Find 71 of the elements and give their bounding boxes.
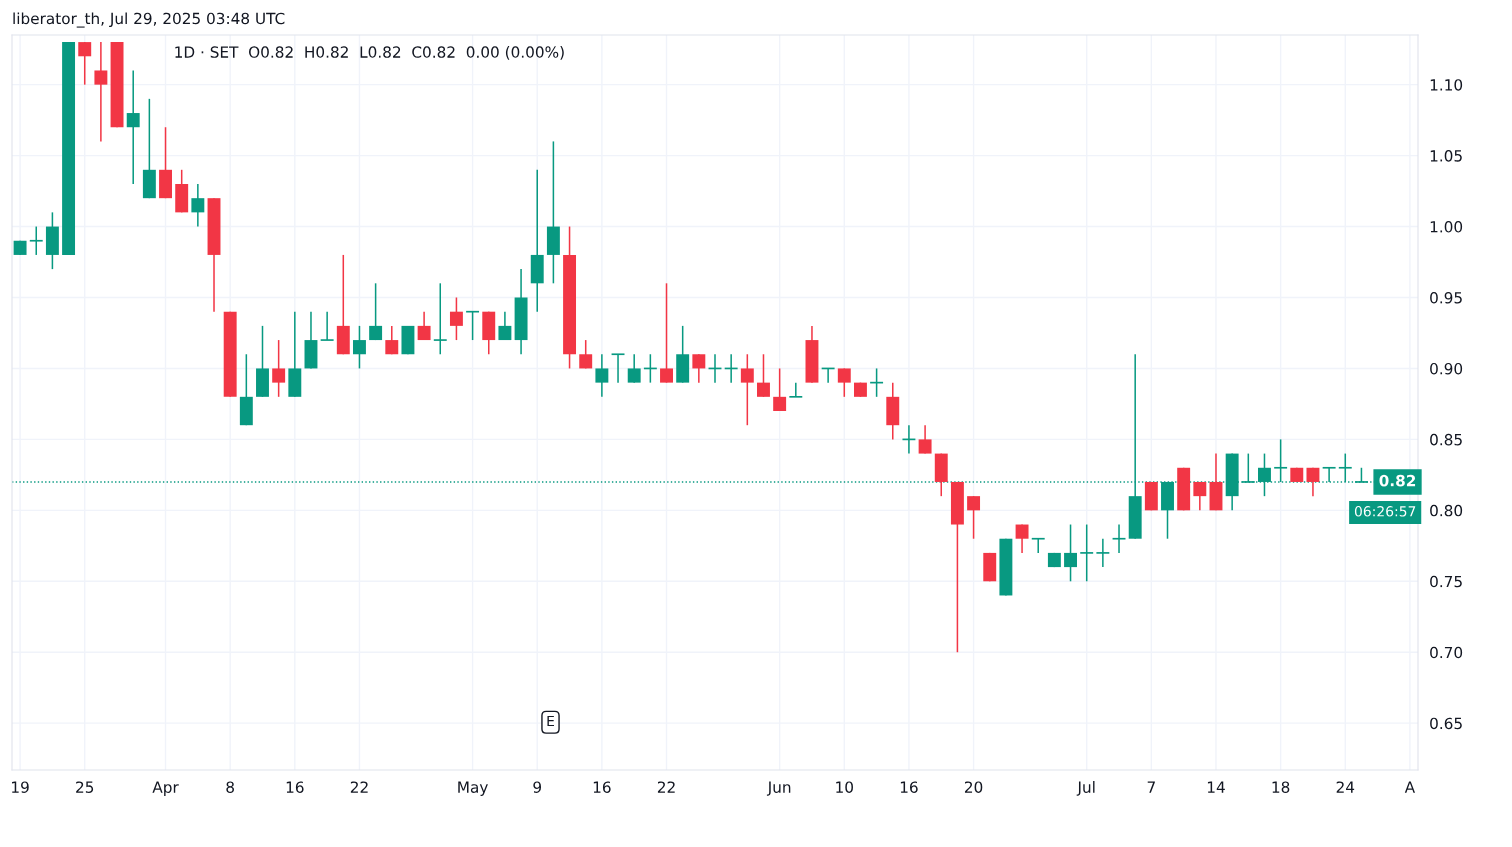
- candlestick: [385, 325, 399, 356]
- y-tick-label: 0.90: [1430, 362, 1463, 375]
- x-tick-label: 9: [533, 781, 542, 793]
- candlestick: [1079, 523, 1095, 583]
- x-tick-label: 16: [286, 781, 304, 793]
- ref-line-label: 0.82: [1379, 474, 1416, 487]
- candlestick: [660, 282, 673, 384]
- y-tick-label: 0.70: [1430, 646, 1463, 659]
- y-tick-label: 1.05: [1430, 150, 1462, 162]
- candlestick: [918, 424, 932, 455]
- x-tick-label: 7: [1147, 781, 1155, 793]
- text: 1D · SET O0.82 H0.82 L0.82 C0.82 0.00 (0.00%): [175, 46, 564, 60]
- candlestick: [837, 367, 851, 398]
- candlestick: [432, 282, 448, 356]
- candlestick: [967, 495, 981, 540]
- x-tick-label: Jul: [1076, 781, 1095, 796]
- candlestick: [272, 339, 286, 398]
- candlestick: [1064, 523, 1077, 583]
- candlestick: [610, 353, 626, 384]
- candlestick: [627, 353, 641, 384]
- candlestick: [692, 353, 706, 384]
- candlestick: [353, 325, 366, 370]
- candlestick: [1111, 523, 1127, 554]
- candlestick: [28, 225, 44, 256]
- candlestick: [465, 310, 480, 341]
- y-tick-label: 1.10: [1430, 79, 1463, 91]
- candlestick: [740, 353, 754, 426]
- x-tick-label: 22: [657, 781, 675, 793]
- candlestick: [1030, 537, 1046, 554]
- candlestick: [449, 296, 463, 341]
- x-tick-label: 8: [226, 781, 234, 793]
- x-tick-label: 10: [836, 781, 853, 793]
- x-tick-label: Apr: [152, 781, 179, 796]
- candlestick: [94, 41, 108, 143]
- x-tick-label: 19: [12, 781, 29, 793]
- candlestick: [191, 183, 205, 228]
- x-tick-label: 18: [1272, 781, 1290, 793]
- x-tick-label: A: [1404, 781, 1416, 793]
- annotation: 06:26:57: [1354, 506, 1416, 517]
- candlestick: [1095, 537, 1111, 568]
- candlestick: [126, 69, 140, 185]
- candlestick: [773, 367, 787, 412]
- y-tick-label: 0.80: [1430, 504, 1463, 517]
- annotation: E: [547, 715, 554, 727]
- candlestick: [788, 381, 804, 398]
- candlestick: [757, 353, 770, 398]
- y-tick-label: 1.00: [1430, 221, 1463, 233]
- text: liberator_th, Jul 29, 2025 03:48 UTC: [13, 12, 285, 28]
- y-tick-label: 0.65: [1430, 717, 1462, 730]
- candlestick: [1193, 481, 1207, 512]
- candlestick: [498, 310, 512, 341]
- x-tick-label: May: [458, 781, 488, 796]
- x-tick-label: 25: [76, 781, 94, 793]
- x-tick-label: 22: [350, 781, 368, 793]
- candlestick: [1015, 523, 1029, 554]
- candlestick: [1306, 467, 1320, 497]
- candlestick: [369, 282, 383, 341]
- x-tick-label: Jun: [766, 781, 791, 796]
- candlestick: [319, 310, 335, 341]
- candlestick: [579, 339, 593, 370]
- x-tick-label: 16: [593, 781, 611, 793]
- y-tick-label: 0.85: [1430, 433, 1462, 446]
- candlestick: [595, 353, 609, 398]
- x-tick-label: 24: [1336, 781, 1355, 793]
- x-tick-label: 16: [900, 781, 918, 793]
- y-tick-label: 0.95: [1430, 291, 1462, 304]
- x-tick-label: 14: [1207, 781, 1225, 793]
- candlestick: [417, 310, 431, 341]
- y-tick-label: 0.75: [1430, 575, 1462, 588]
- candlestick: [78, 41, 92, 86]
- x-tick-label: 20: [964, 781, 983, 793]
